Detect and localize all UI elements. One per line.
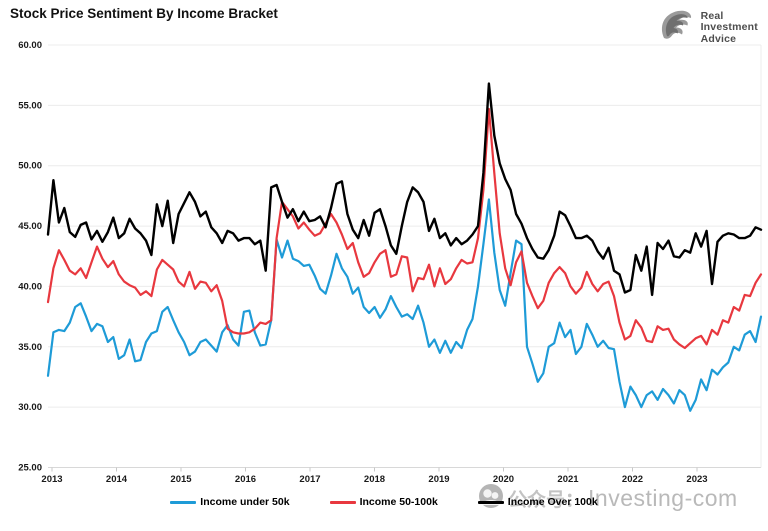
legend-swatch-blue — [170, 500, 197, 504]
legend-item-income-under-50k: Income under 50k — [170, 496, 290, 508]
real-investment-advice-logo: Real Investment Advice — [657, 7, 758, 49]
y-axis-label-50: 50.00 — [18, 161, 42, 172]
x-axis-label-2013: 2013 — [41, 474, 62, 485]
series-line-income-50-100k — [46, 107, 763, 350]
legend-item-income-over-100k: Income Over 100k — [477, 496, 598, 508]
watermark-cjk-text: 公众号： — [508, 490, 585, 511]
legend-label: Income under 50k — [200, 496, 290, 508]
legend-swatch-red — [329, 500, 356, 504]
legend-swatch-black — [477, 500, 504, 504]
legend-item-income-50-100k: Income 50-100k — [329, 496, 438, 508]
y-axis-label-40: 40.00 — [18, 281, 42, 292]
y-axis-label-55: 55.00 — [18, 100, 42, 111]
x-axis-label-2018: 2018 — [364, 474, 385, 485]
logo-line3: Advice — [700, 32, 737, 45]
series-line-income-under-50k — [46, 198, 763, 412]
x-axis-label-2020: 2020 — [493, 474, 514, 485]
legend-label: Income Over 100k — [507, 496, 598, 508]
x-axis-label-2021: 2021 — [557, 474, 579, 485]
logo-line2: Investment — [700, 21, 758, 34]
y-axis-label-35: 35.00 — [18, 342, 42, 353]
y-axis-label-30: 30.00 — [18, 402, 42, 413]
x-axis-label-2019: 2019 — [428, 474, 449, 485]
eagle-icon — [657, 7, 695, 49]
logo-text: Real Investment Advice — [700, 9, 758, 46]
logo-line1: Real — [700, 9, 724, 22]
x-axis-label-2016: 2016 — [235, 474, 256, 485]
x-axis-label-2015: 2015 — [170, 474, 192, 485]
legend-label: Income 50-100k — [359, 496, 438, 508]
y-axis-label-60: 60.00 — [18, 40, 42, 51]
page-title: Stock Price Sentiment By Income Bracket — [10, 6, 278, 21]
x-axis-label-2014: 2014 — [106, 474, 128, 485]
y-axis-label-25: 25.00 — [18, 463, 42, 474]
x-axis-label-2017: 2017 — [299, 474, 320, 485]
y-axis-label-45: 45.00 — [18, 221, 42, 232]
x-axis-label-2023: 2023 — [686, 474, 707, 485]
watermark-latin-text: Investing-com — [588, 485, 738, 511]
x-axis-label-2022: 2022 — [622, 474, 643, 485]
chart-legend: Income under 50k Income 50-100k Income O… — [0, 496, 768, 508]
series-line-income-over-100k — [46, 82, 763, 297]
